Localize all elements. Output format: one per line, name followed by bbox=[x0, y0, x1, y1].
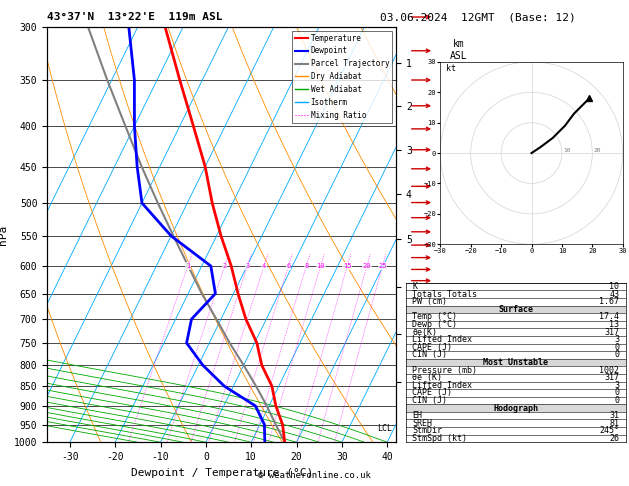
Text: 43: 43 bbox=[610, 290, 619, 299]
Y-axis label: hPa: hPa bbox=[0, 225, 8, 244]
Bar bbox=[406, 359, 626, 366]
Text: 1002: 1002 bbox=[599, 365, 619, 375]
Text: 20: 20 bbox=[363, 263, 371, 269]
Text: 13: 13 bbox=[610, 320, 619, 329]
Bar bbox=[406, 306, 626, 313]
Text: 1.67: 1.67 bbox=[599, 297, 619, 306]
Text: 3: 3 bbox=[615, 335, 619, 344]
Text: 8: 8 bbox=[304, 263, 308, 269]
Text: 10: 10 bbox=[316, 263, 325, 269]
Text: LCL: LCL bbox=[377, 424, 392, 433]
Text: 81: 81 bbox=[610, 419, 619, 428]
Text: 17.4: 17.4 bbox=[599, 312, 619, 321]
Text: 0: 0 bbox=[615, 343, 619, 352]
Text: CAPE (J): CAPE (J) bbox=[413, 343, 452, 352]
Text: 317: 317 bbox=[604, 373, 619, 382]
Text: Totals Totals: Totals Totals bbox=[413, 290, 477, 299]
Text: 25: 25 bbox=[378, 263, 387, 269]
Text: θe (K): θe (K) bbox=[413, 373, 442, 382]
Text: StmSpd (kt): StmSpd (kt) bbox=[413, 434, 467, 443]
Text: 03.06.2024  12GMT  (Base: 12): 03.06.2024 12GMT (Base: 12) bbox=[380, 12, 576, 22]
Text: 0: 0 bbox=[615, 388, 619, 398]
Text: Temp (°C): Temp (°C) bbox=[413, 312, 457, 321]
Text: 6: 6 bbox=[286, 263, 291, 269]
Text: 43°37'N  13°22'E  119m ASL: 43°37'N 13°22'E 119m ASL bbox=[47, 12, 223, 22]
Text: Most Unstable: Most Unstable bbox=[483, 358, 548, 367]
Text: 0: 0 bbox=[615, 396, 619, 405]
Text: 20: 20 bbox=[594, 148, 601, 153]
Text: 1: 1 bbox=[186, 263, 190, 269]
Text: EH: EH bbox=[413, 411, 422, 420]
Text: θe(K): θe(K) bbox=[413, 328, 437, 337]
Text: 26: 26 bbox=[610, 434, 619, 443]
Text: 3: 3 bbox=[245, 263, 250, 269]
Text: Hodograph: Hodograph bbox=[493, 403, 538, 413]
Text: CIN (J): CIN (J) bbox=[413, 396, 447, 405]
Text: 4: 4 bbox=[262, 263, 266, 269]
Text: SREH: SREH bbox=[413, 419, 432, 428]
Text: kt: kt bbox=[447, 64, 457, 73]
Text: © weatheronline.co.uk: © weatheronline.co.uk bbox=[258, 471, 371, 480]
X-axis label: Dewpoint / Temperature (°C): Dewpoint / Temperature (°C) bbox=[131, 468, 313, 478]
Text: 317: 317 bbox=[604, 328, 619, 337]
Text: Pressure (mb): Pressure (mb) bbox=[413, 365, 477, 375]
Text: 10: 10 bbox=[564, 148, 571, 153]
Text: Dewp (°C): Dewp (°C) bbox=[413, 320, 457, 329]
Text: 15: 15 bbox=[343, 263, 352, 269]
Text: 0: 0 bbox=[615, 350, 619, 360]
Text: 10: 10 bbox=[610, 282, 619, 291]
Text: StmDir: StmDir bbox=[413, 426, 442, 435]
Text: Surface: Surface bbox=[498, 305, 533, 314]
Text: 245°: 245° bbox=[599, 426, 619, 435]
Bar bbox=[406, 404, 626, 412]
Legend: Temperature, Dewpoint, Parcel Trajectory, Dry Adiabat, Wet Adiabat, Isotherm, Mi: Temperature, Dewpoint, Parcel Trajectory… bbox=[292, 31, 392, 122]
Text: 3: 3 bbox=[615, 381, 619, 390]
Text: 2: 2 bbox=[223, 263, 226, 269]
Text: PW (cm): PW (cm) bbox=[413, 297, 447, 306]
Text: 31: 31 bbox=[610, 411, 619, 420]
Text: Lifted Index: Lifted Index bbox=[413, 335, 472, 344]
Y-axis label: km
ASL: km ASL bbox=[450, 39, 468, 61]
Text: CAPE (J): CAPE (J) bbox=[413, 388, 452, 398]
Text: CIN (J): CIN (J) bbox=[413, 350, 447, 360]
Text: Lifted Index: Lifted Index bbox=[413, 381, 472, 390]
Text: K: K bbox=[413, 282, 417, 291]
